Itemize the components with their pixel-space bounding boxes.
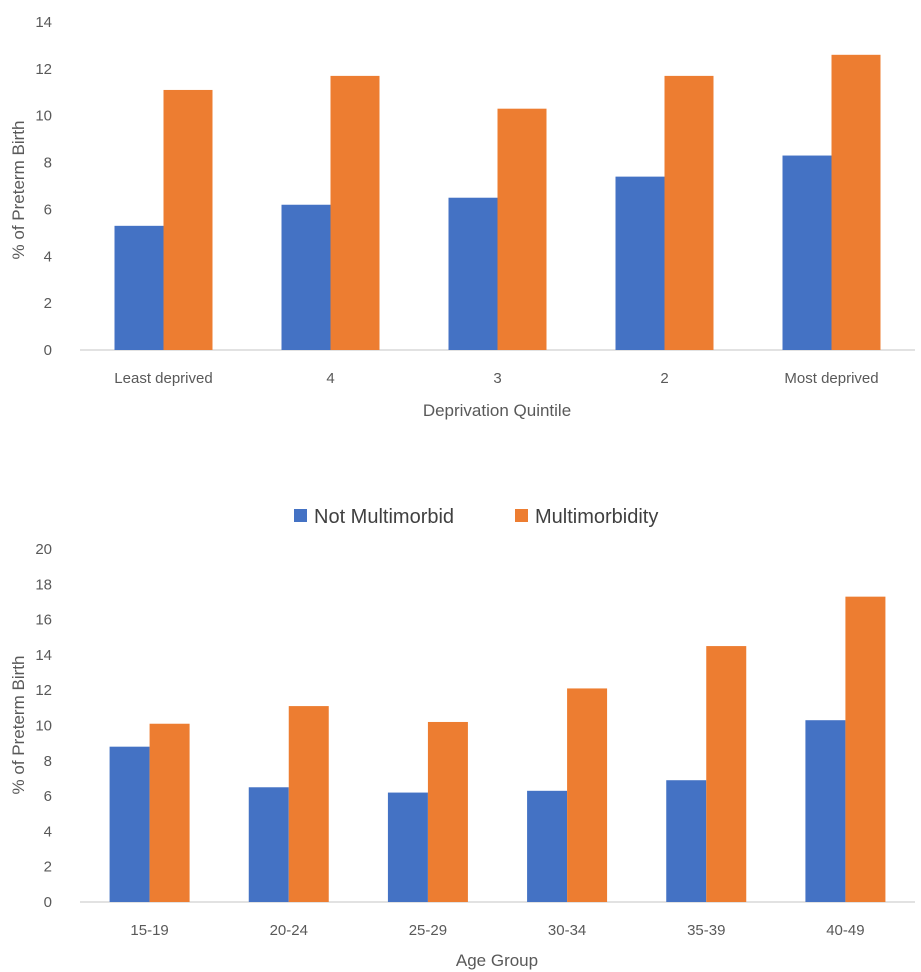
y-tick-label: 8 <box>44 155 52 172</box>
bar-multimorbidity <box>149 723 190 902</box>
bar-not-multimorbid <box>615 176 665 350</box>
x-tick-label: 35-39 <box>687 922 725 939</box>
y-tick-label: 4 <box>44 823 52 840</box>
y-tick-label: 16 <box>35 612 52 629</box>
legend-item-multimorbidity: Multimorbidity <box>515 506 658 528</box>
legend: Not Multimorbid Multimorbidity <box>294 506 658 528</box>
legend-swatch-multimorbidity <box>515 509 528 522</box>
chart2-ylabel: % of Preterm Birth <box>9 656 28 795</box>
age-group-chart: % of Preterm Birth 0 2 4 6 8 10 12 14 16 18 20 15-… <box>9 541 915 970</box>
bar-multimorbidity <box>288 706 329 902</box>
chart2-x-axis: 15-19 20-24 25-29 30-34 35-39 40-49 <box>130 922 864 939</box>
y-tick-label: 2 <box>44 295 52 312</box>
y-tick-label: 14 <box>35 647 52 664</box>
bar-not-multimorbid <box>805 720 846 902</box>
chart1-x-axis: Least deprived 4 3 2 Most deprived <box>114 370 878 387</box>
bar-multimorbidity <box>330 75 380 350</box>
x-tick-label: 2 <box>660 370 668 387</box>
legend-swatch-not-multimorbid <box>294 509 307 522</box>
deprivation-chart: % of Preterm Birth 0 2 4 6 8 10 12 14 Least dep… <box>9 14 915 420</box>
y-tick-label: 8 <box>44 753 52 770</box>
y-tick-label: 4 <box>44 248 52 265</box>
x-tick-label: 30-34 <box>548 922 586 939</box>
bar-not-multimorbid <box>527 790 568 902</box>
y-tick-label: 10 <box>35 108 52 125</box>
bar-multimorbidity <box>497 108 547 350</box>
legend-label-not-multimorbid: Not Multimorbid <box>314 506 454 528</box>
bar-multimorbidity <box>831 54 881 351</box>
y-tick-label: 10 <box>35 718 52 735</box>
y-tick-label: 14 <box>35 14 52 31</box>
y-tick-label: 12 <box>35 682 52 699</box>
bar-multimorbidity <box>567 688 608 902</box>
x-tick-label: 20-24 <box>270 922 308 939</box>
y-tick-label: 18 <box>35 576 52 593</box>
bar-multimorbidity <box>845 596 886 902</box>
y-tick-label: 20 <box>35 541 52 558</box>
x-tick-label: 40-49 <box>826 922 864 939</box>
bar-not-multimorbid <box>114 225 164 350</box>
chart1-xlabel: Deprivation Quintile <box>423 401 571 420</box>
bar-not-multimorbid <box>448 197 498 350</box>
x-tick-label: Least deprived <box>114 370 212 387</box>
bar-not-multimorbid <box>248 787 289 902</box>
x-tick-label: 3 <box>493 370 501 387</box>
legend-label-multimorbidity: Multimorbidity <box>535 506 658 528</box>
x-tick-label: Most deprived <box>784 370 878 387</box>
y-tick-label: 12 <box>35 61 52 78</box>
chart2-y-axis: 0 2 4 6 8 10 12 14 16 18 20 <box>35 541 52 911</box>
bar-not-multimorbid <box>387 792 428 902</box>
bar-not-multimorbid <box>782 155 832 350</box>
bar-not-multimorbid <box>109 746 150 902</box>
x-tick-label: 25-29 <box>409 922 447 939</box>
y-tick-label: 2 <box>44 859 52 876</box>
chart1-ylabel: % of Preterm Birth <box>9 121 28 260</box>
bar-multimorbidity <box>427 721 468 902</box>
y-tick-label: 0 <box>44 342 52 359</box>
bar-not-multimorbid <box>281 204 331 350</box>
legend-item-not-multimorbid: Not Multimorbid <box>294 506 454 528</box>
bar-multimorbidity <box>163 89 213 350</box>
chart2-xlabel: Age Group <box>456 951 538 970</box>
chart1-y-axis: 0 2 4 6 8 10 12 14 <box>35 14 52 359</box>
x-tick-label: 15-19 <box>130 922 168 939</box>
bar-multimorbidity <box>664 75 714 350</box>
y-tick-label: 6 <box>44 788 52 805</box>
y-tick-label: 6 <box>44 201 52 218</box>
chart2-bars <box>109 596 886 902</box>
x-tick-label: 4 <box>326 370 334 387</box>
bar-not-multimorbid <box>666 780 707 902</box>
bar-multimorbidity <box>706 646 747 902</box>
chart1-bars <box>114 54 881 351</box>
y-tick-label: 0 <box>44 894 52 911</box>
